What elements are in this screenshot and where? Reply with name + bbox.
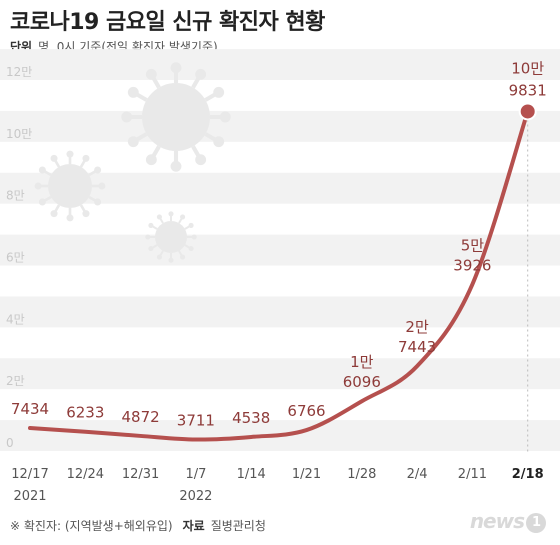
data-label: 3926 [453, 256, 491, 274]
y-tick-label: 8만 [6, 189, 25, 203]
data-label: 5만 [461, 236, 485, 254]
data-label: 6766 [287, 402, 325, 420]
data-label: 3711 [177, 412, 215, 430]
footer-note: ※ 확진자: (지역발생+해외유입) [10, 519, 173, 533]
data-label: 7443 [398, 338, 436, 356]
virus-icon [121, 62, 231, 172]
x-tick-label: 1/14 [237, 467, 266, 482]
data-label: 4872 [122, 408, 160, 426]
x-tick-label: 12/31 [122, 467, 159, 482]
y-tick-label: 0 [6, 436, 14, 450]
grid-band [0, 296, 560, 328]
y-tick-label: 2만 [6, 374, 25, 388]
x-tick-sublabel: 2021 [13, 489, 46, 504]
series-line [28, 109, 530, 442]
virus-icon [145, 211, 197, 263]
x-tick-label: 2/4 [407, 467, 428, 482]
x-tick-label: 1/7 [185, 467, 206, 482]
news1-logo: news 1 [470, 509, 546, 533]
x-tick-label: 1/21 [292, 467, 321, 482]
data-label: 1만 [350, 353, 374, 371]
data-point-marker [518, 102, 537, 121]
x-tick-label: 12/24 [67, 467, 104, 482]
virus-icon [34, 150, 106, 222]
source-text: 질병관리청 [210, 519, 266, 533]
grid-band [0, 49, 560, 80]
grid-band [0, 358, 560, 390]
data-label: 4538 [232, 409, 270, 427]
y-tick-label: 4만 [6, 312, 25, 326]
x-tick-label: 1/28 [347, 467, 376, 482]
data-label: 10만 [511, 59, 544, 77]
grid-band [0, 234, 560, 266]
x-tick-label: 2/18 [512, 467, 544, 482]
chart-title: 코로나19 금요일 신규 확진자 현황 [10, 10, 325, 35]
y-tick-label: 12만 [6, 65, 32, 79]
x-tick-label: 2/11 [458, 467, 487, 482]
data-label: 7434 [11, 400, 49, 418]
grid-band [0, 110, 560, 142]
x-tick-sublabel: 2022 [179, 489, 212, 504]
data-label: 2만 [405, 318, 429, 336]
footer: ※ 확진자: (지역발생+해외유입) 자료 질병관리청 [10, 517, 266, 534]
data-label: 9831 [509, 81, 547, 99]
data-label: 6096 [343, 373, 381, 391]
x-tick-label: 12/17 [11, 467, 48, 482]
y-tick-label: 10만 [6, 127, 32, 141]
data-label: 6233 [66, 404, 104, 422]
y-tick-label: 6만 [6, 251, 25, 265]
source-label: 자료 [182, 519, 205, 533]
